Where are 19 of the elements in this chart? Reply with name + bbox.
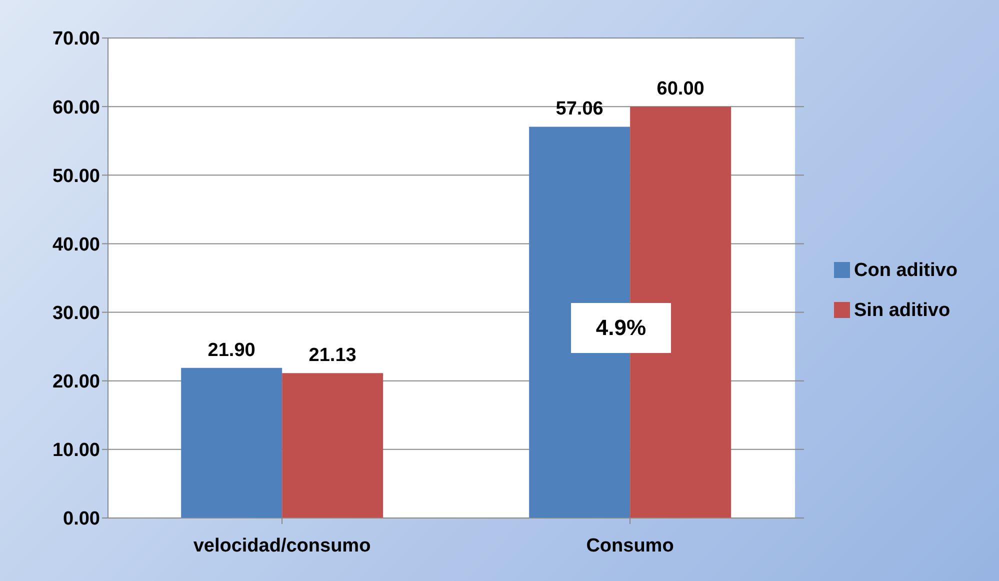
y-tick-label: 70.00 [52,28,100,50]
data-label: 57.06 [556,98,604,120]
data-label: 21.90 [208,340,256,361]
bar [181,368,282,518]
bar [282,373,384,518]
data-label: 60.00 [656,78,704,100]
legend-label: Con aditivo [854,260,958,280]
y-tick-label: 0.00 [63,508,100,530]
y-tick-label: 30.00 [52,303,100,324]
legend-label: Sin aditivo [854,300,950,320]
y-tick-label: 10.00 [52,440,100,462]
y-tick-label: 40.00 [52,234,100,256]
x-tick-label: Consumo [586,535,674,556]
data-label: 21.13 [308,345,356,366]
y-tick-label: 60.00 [52,97,100,118]
y-tick-label: 50.00 [52,166,100,187]
y-tick-label: 20.00 [52,372,100,393]
annotation: 4.9% [571,303,671,353]
x-tick-label: velocidad/consumo [193,535,371,556]
